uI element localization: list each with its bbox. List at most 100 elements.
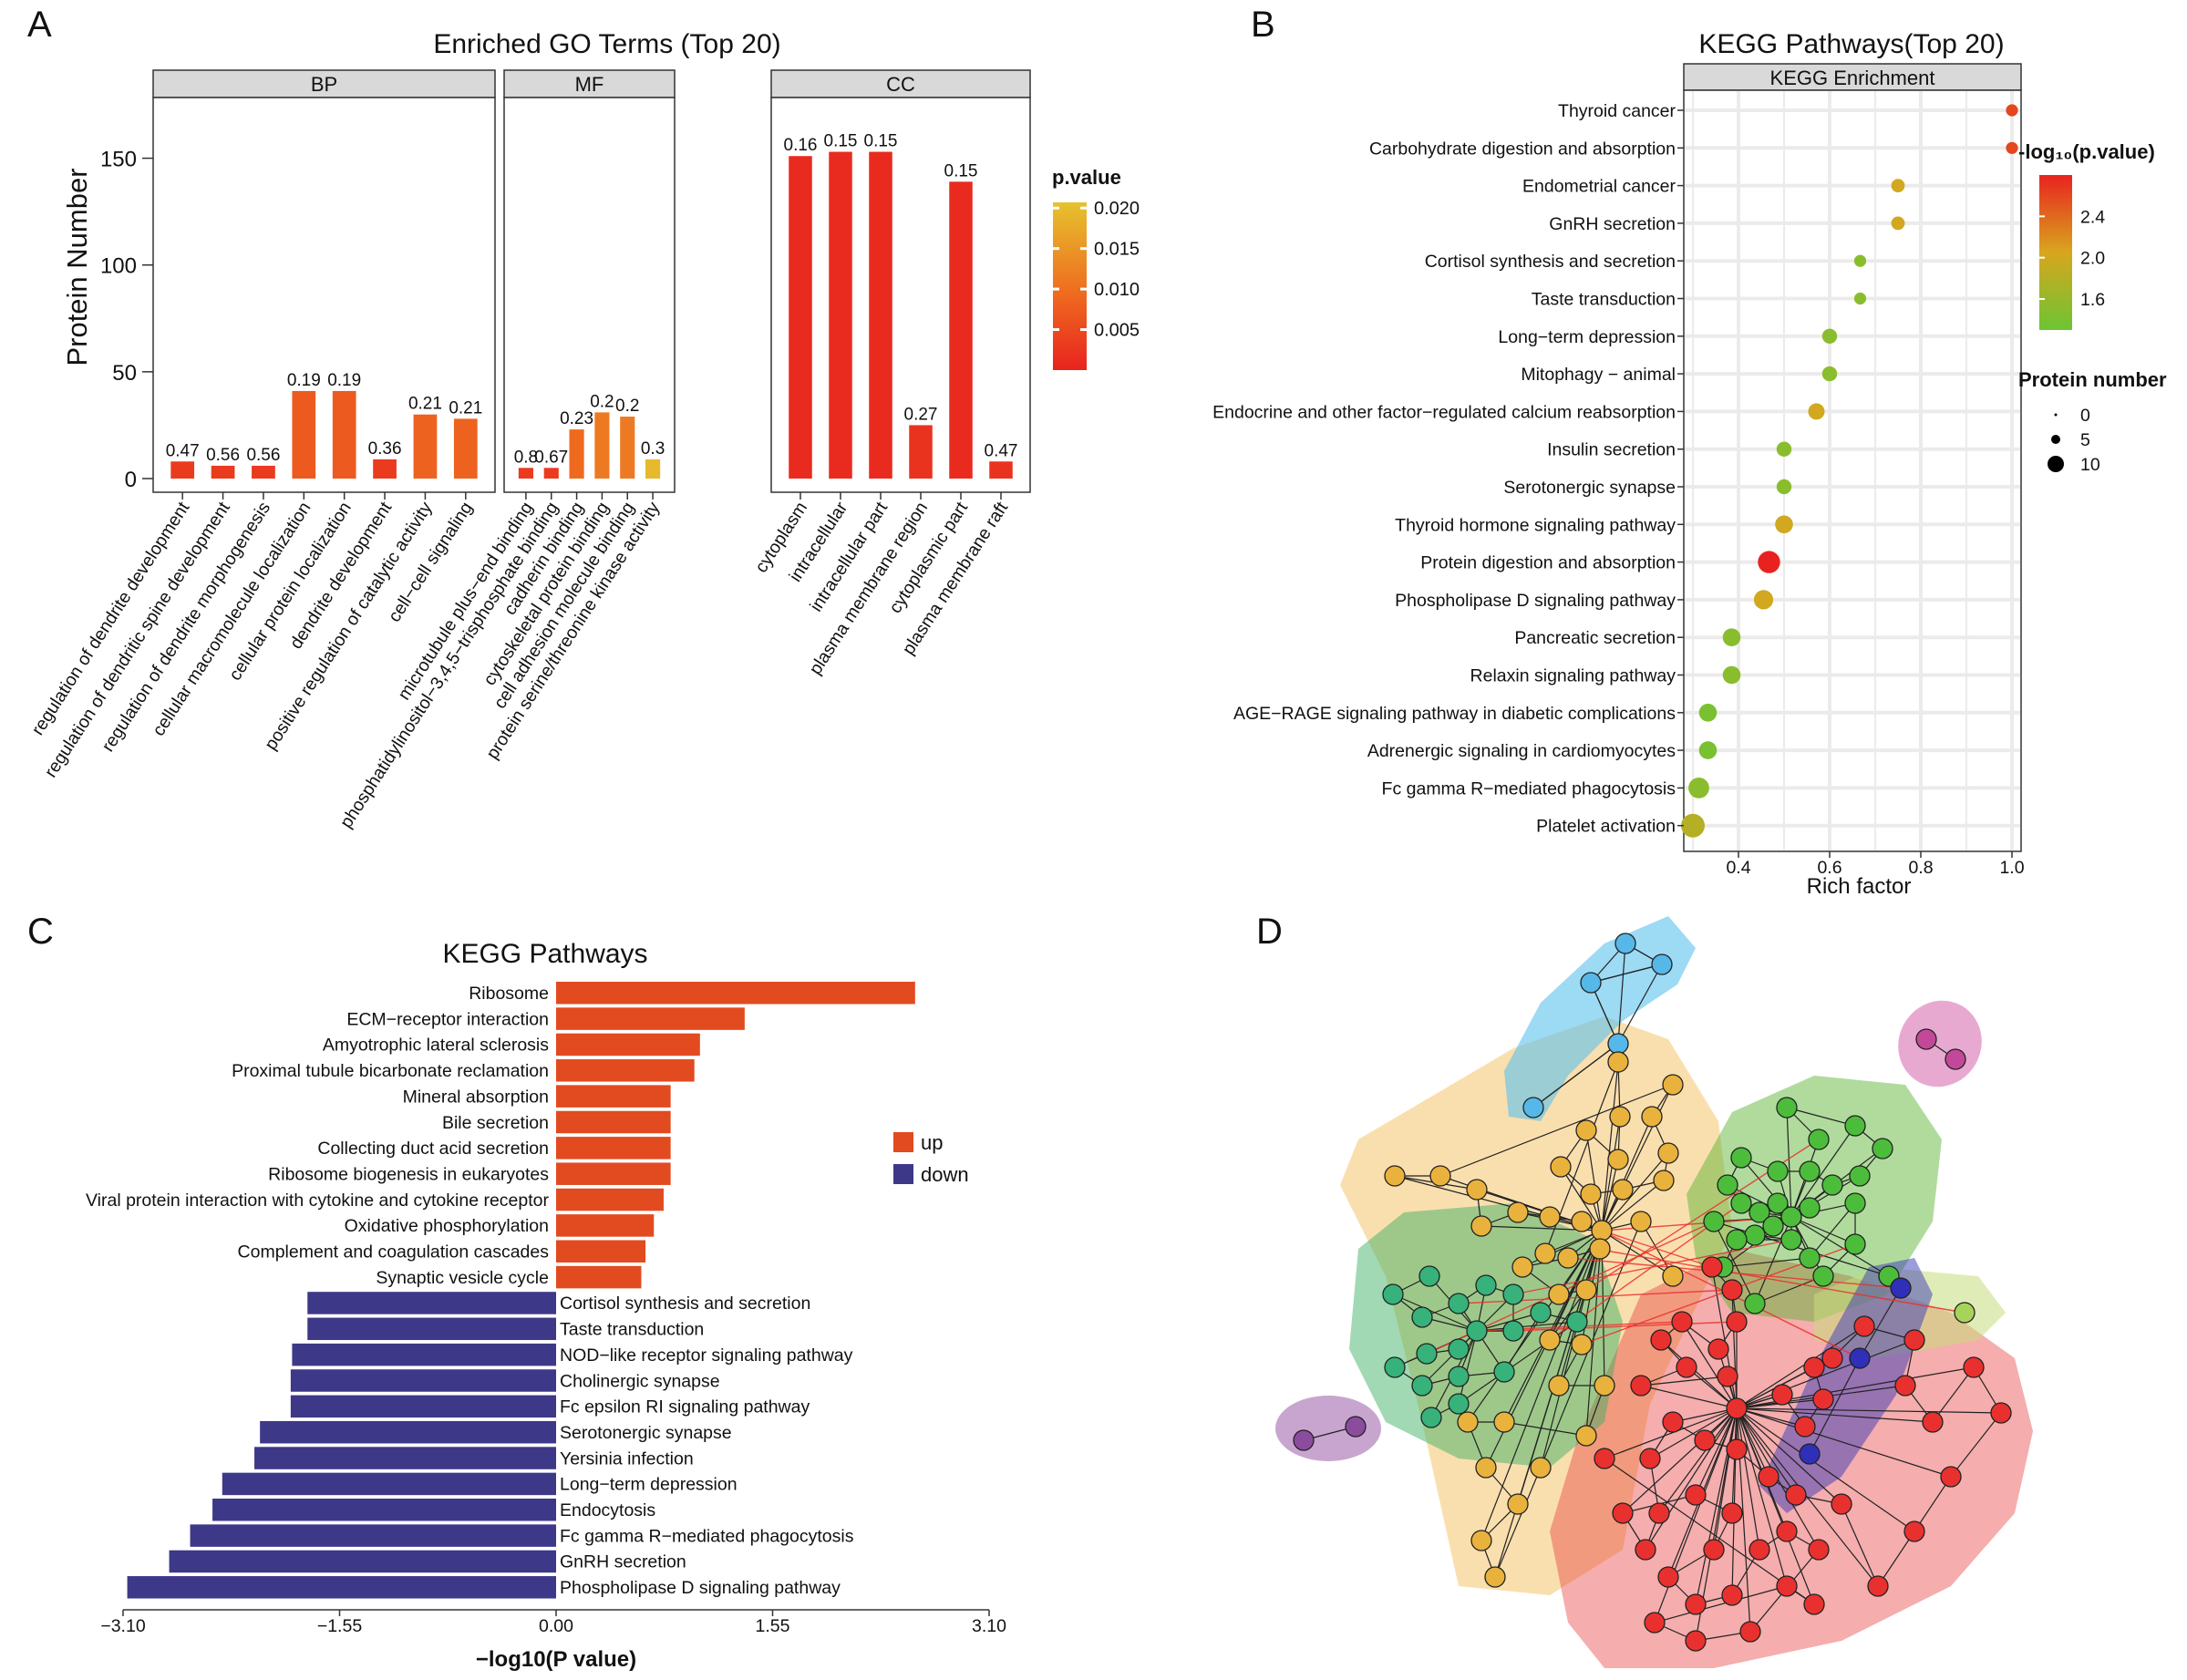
network-node: [1808, 1129, 1830, 1150]
kegg-x-tick-label: 0.6: [1817, 858, 1841, 878]
network-node: [1721, 1502, 1743, 1524]
go-bar: [170, 461, 195, 479]
kegg-bar: [127, 1576, 556, 1599]
network-node: [1990, 1402, 2012, 1424]
kegg-pathway-label: Long−term depression: [1498, 327, 1676, 347]
network-node: [1548, 1283, 1570, 1305]
network-node: [1844, 1192, 1866, 1214]
network-node: [1411, 1306, 1433, 1328]
kegg-strip: [1683, 63, 2022, 91]
network-edge: [1686, 1366, 1738, 1409]
network-node: [1799, 1197, 1821, 1219]
kegg-bar-axis: −3.10 −1.55 0.00 1.55 3.10: [100, 1609, 1006, 1636]
network-node: [1630, 1375, 1652, 1397]
go-bar-label: 0.56: [206, 446, 240, 465]
network-node: [1448, 1393, 1470, 1415]
kegg-pathway-label: Carbohydrate digestion and absorption: [1369, 139, 1676, 159]
kegg-bar-label: Complement and coagulation cascades: [238, 1242, 550, 1263]
network-edge: [1601, 1116, 1621, 1232]
network-node: [1493, 1361, 1515, 1383]
go-bar-label: 0.27: [904, 405, 938, 424]
go-bar-label: 0.15: [824, 132, 858, 151]
network-node: [1448, 1338, 1470, 1360]
network-node: [1799, 1443, 1821, 1465]
network-node: [1382, 1283, 1404, 1305]
kegg-bar: [169, 1550, 556, 1573]
kegg-bar: [307, 1317, 556, 1341]
neglog-tick-label: 2.0: [2080, 249, 2105, 269]
network-node: [1844, 1115, 1866, 1137]
network-node: [1657, 1142, 1679, 1164]
network-node: [1844, 1233, 1866, 1255]
network-node: [1776, 1097, 1798, 1118]
kegg-x-tick-label: 1.0: [1999, 858, 2024, 878]
network-edge: [1585, 1129, 1603, 1232]
updown-legend: up down: [893, 1131, 969, 1186]
go-bar-label: 0.8: [514, 448, 538, 467]
network-node: [1566, 1311, 1588, 1333]
network-edge: [1585, 1230, 1603, 1437]
kegg-bar-label: Endocytosis: [560, 1500, 655, 1520]
network-edge: [1503, 1421, 1587, 1437]
network-edge: [1660, 1339, 1738, 1409]
network-node: [1903, 1520, 1925, 1542]
go-bar-label: 0.2: [615, 397, 639, 416]
network-edge: [1790, 1216, 1856, 1245]
go-bar: [292, 390, 316, 479]
go-bar-label: 0.21: [449, 398, 482, 417]
kegg-bar-chart: KEGG Pathways Ribosome ECM−receptor inter…: [86, 939, 1006, 1672]
kegg-bar: [556, 1214, 655, 1237]
network-node: [1872, 1138, 1893, 1160]
network-node: [1502, 1283, 1524, 1305]
network-node: [1721, 1279, 1743, 1301]
kegg-bar: [292, 1343, 556, 1366]
kegg-bar: [254, 1447, 556, 1469]
network-edge: [1601, 1084, 1674, 1232]
go-bar: [789, 156, 812, 479]
go-bar-label: 0.67: [534, 448, 568, 467]
go-bar: [413, 414, 438, 479]
network-edge-inter: [1512, 1321, 1738, 1332]
network-node: [1812, 1265, 1834, 1287]
go-bar-label: 0.16: [784, 136, 818, 155]
kegg-legends: -log₁₀(p.value) Protein number 2.4 2.0 1.6…: [2018, 140, 2167, 475]
kegg-point: [1821, 366, 1838, 382]
network-node: [1749, 1201, 1770, 1223]
network-node: [1890, 1277, 1912, 1299]
network-edge: [1590, 964, 1663, 984]
updown-legend-label: down: [921, 1163, 969, 1186]
go-facet-label: MF: [575, 73, 604, 96]
go-bar-label: 0.23: [560, 409, 593, 428]
network-node: [1963, 1356, 1985, 1378]
kegg-pathway-label: Serotonergic synapse: [1503, 478, 1676, 498]
kegg-bar-label: Synaptic vesicle cycle: [376, 1268, 549, 1288]
updown-legend-key: [893, 1132, 913, 1152]
network-node: [1799, 1160, 1821, 1182]
network-node: [1662, 1411, 1684, 1433]
kegg-point: [2006, 141, 2018, 154]
network-node: [1293, 1429, 1315, 1451]
network-edge: [1736, 1407, 1797, 1496]
network-node: [1808, 1539, 1830, 1561]
network-edge: [1601, 1180, 1665, 1232]
network-edge: [1601, 1230, 1674, 1277]
go-bar: [909, 425, 933, 479]
network-node: [1571, 1334, 1593, 1355]
network-edge: [1914, 1476, 1952, 1532]
kegg-points: [1681, 104, 2018, 838]
kegg-point: [1776, 441, 1792, 457]
network-node: [1653, 1170, 1675, 1191]
network-node: [1580, 1183, 1602, 1205]
kegg-bar-label: Collecting duct acid secretion: [317, 1139, 549, 1159]
network-node: [1685, 1484, 1707, 1506]
network-node: [1534, 1242, 1556, 1264]
size-legend-title: Protein number: [2018, 368, 2167, 391]
go-bar-label: 0.19: [287, 371, 321, 390]
kegg-bar-label: Taste transduction: [560, 1320, 704, 1340]
hull-light-blue: [1504, 916, 1696, 1121]
network-edge: [1790, 1216, 1890, 1277]
kegg-bar: [556, 1137, 671, 1160]
network-edge: [1540, 1230, 1603, 1469]
network-node: [1717, 1174, 1738, 1196]
